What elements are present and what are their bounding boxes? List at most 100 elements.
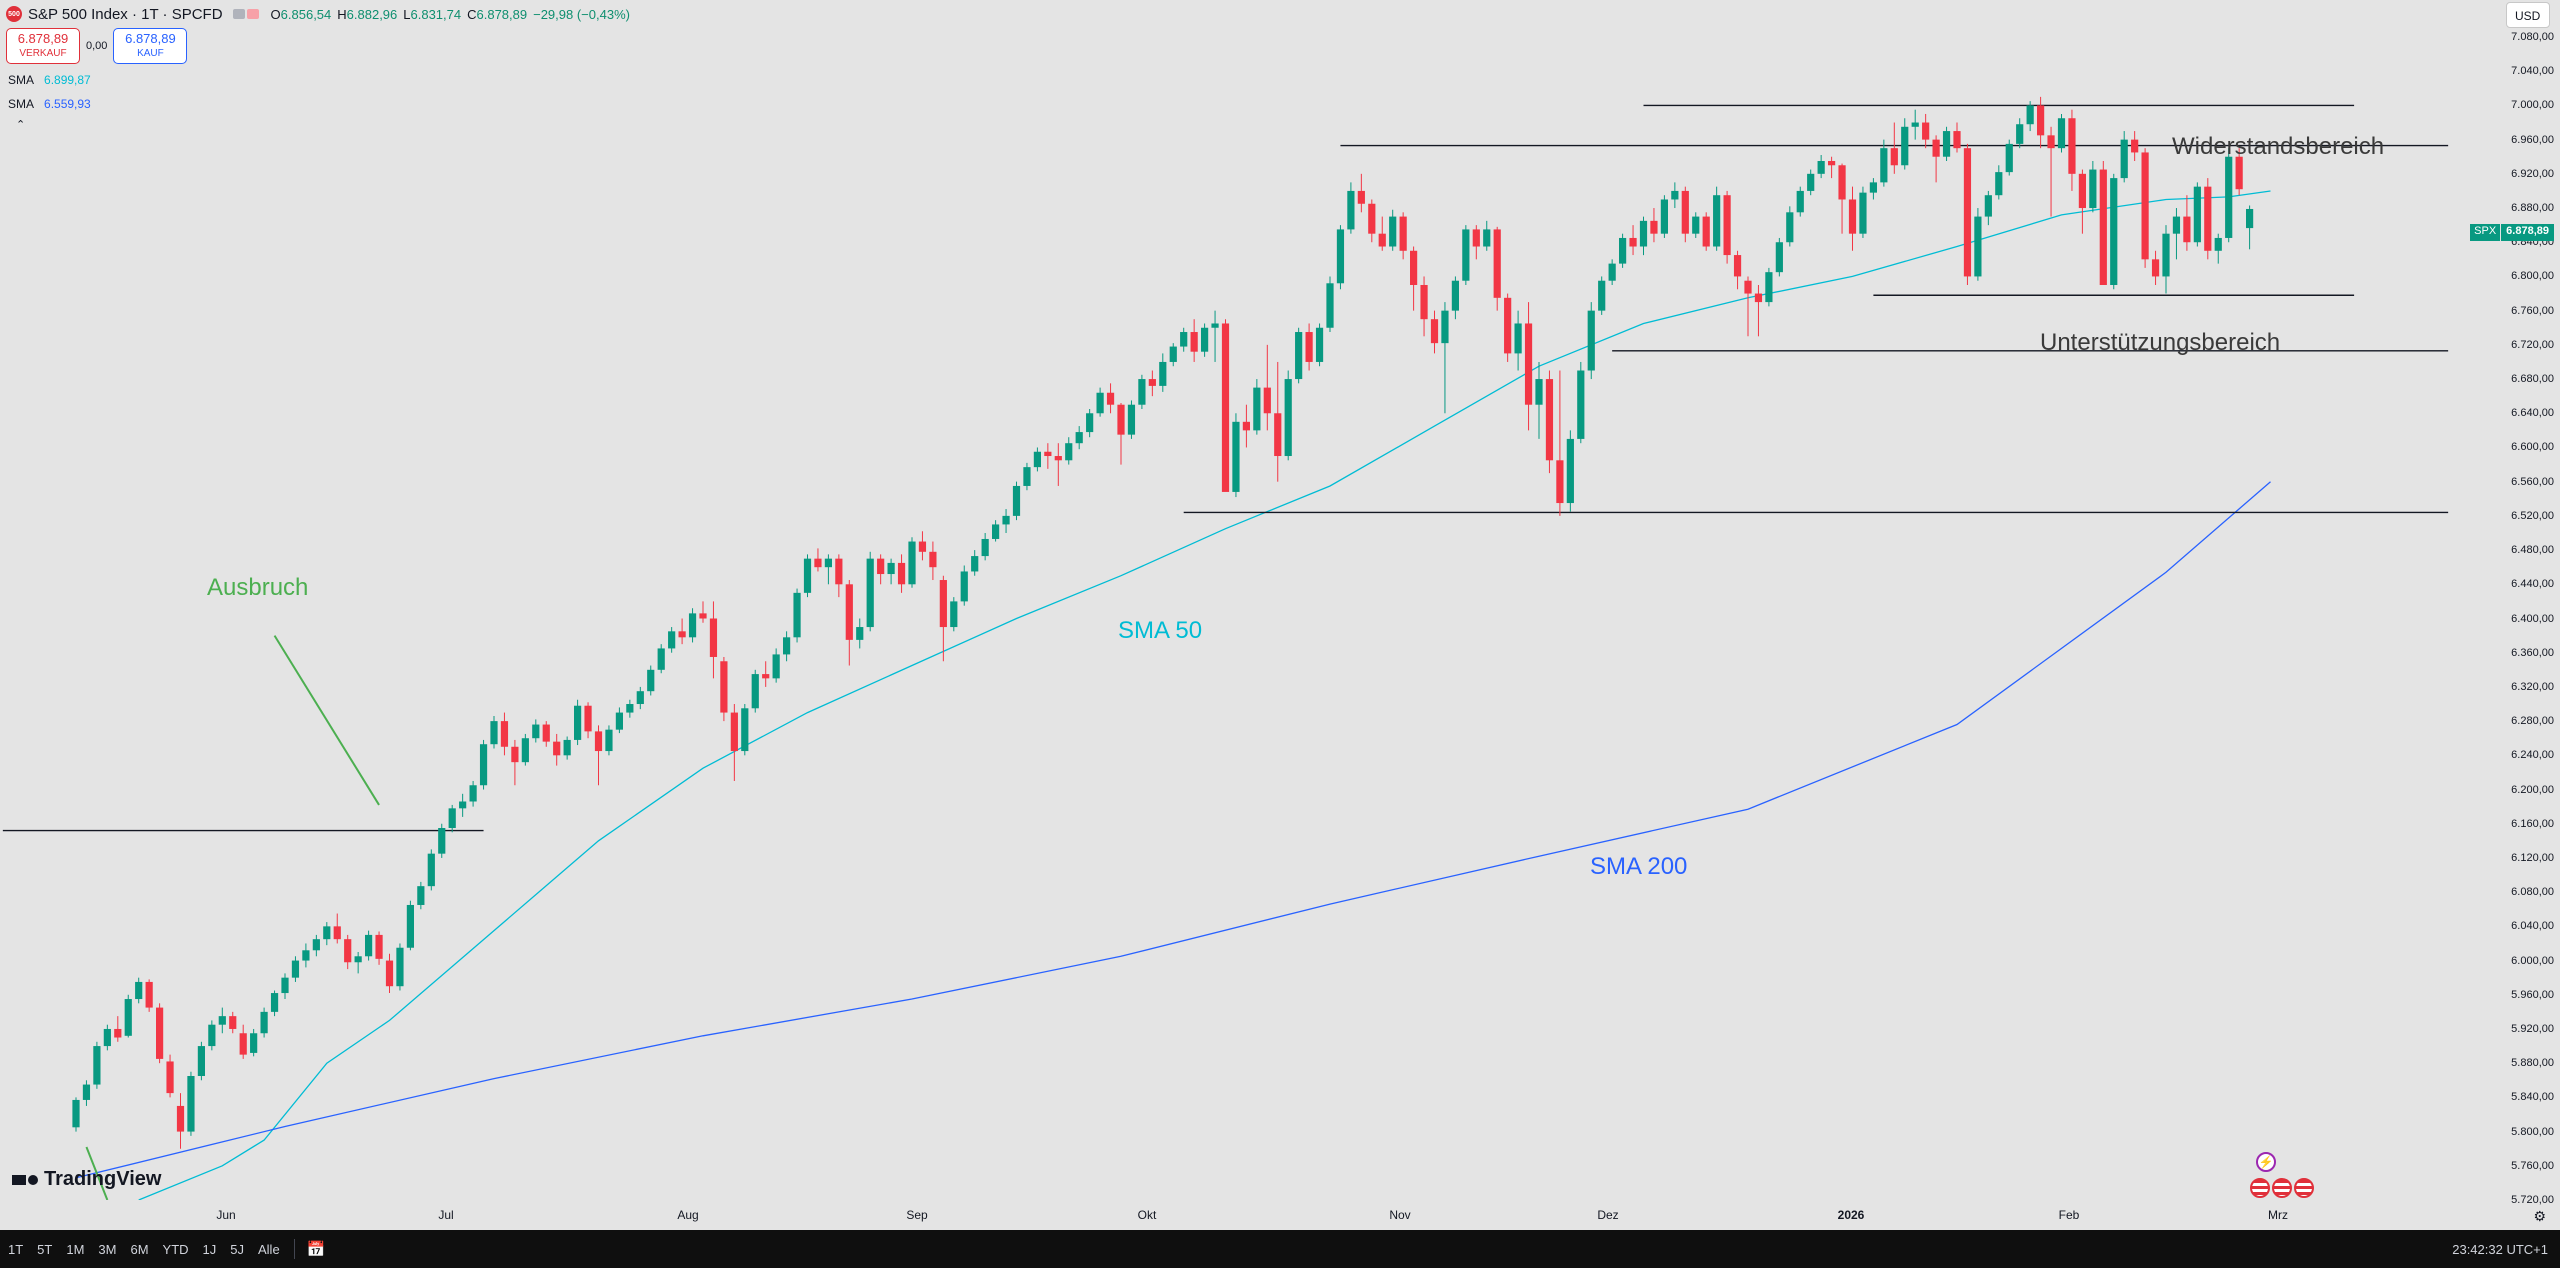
price-chart[interactable] bbox=[0, 0, 2500, 1200]
price-axis[interactable]: 7.080,00 7.040,00 7.000,00 6.960,00 6.920,00… bbox=[2496, 0, 2560, 1230]
trade-panel: 6.878,89 VERKAUF 0,00 6.878,89 KAUF bbox=[6, 28, 188, 64]
flash-event-icon[interactable]: ⚡ bbox=[2256, 1152, 2276, 1172]
timeframe-6m[interactable]: 6M bbox=[130, 1241, 149, 1257]
candle bbox=[971, 550, 979, 576]
candle bbox=[417, 881, 425, 910]
indicator-sma-50[interactable]: SMA 6.899,87 bbox=[8, 73, 91, 87]
candle bbox=[856, 618, 864, 649]
collapse-legend-icon[interactable]: ⌃ bbox=[16, 119, 26, 131]
buy-button[interactable]: 6.878,89 KAUF bbox=[113, 28, 188, 64]
sma50-annotation[interactable]: SMA 50 bbox=[1118, 617, 1203, 644]
us-flag-event-icon[interactable] bbox=[2294, 1178, 2314, 1198]
candle-body bbox=[1148, 379, 1156, 386]
candle bbox=[1775, 237, 1783, 277]
candle bbox=[563, 736, 571, 760]
sell-button[interactable]: 6.878,89 VERKAUF bbox=[6, 28, 80, 64]
candle bbox=[2151, 250, 2160, 285]
currency-selector[interactable]: USD bbox=[2506, 2, 2550, 28]
candle bbox=[1671, 182, 1679, 209]
candle-body bbox=[156, 1007, 164, 1059]
candle-body bbox=[1942, 131, 1951, 157]
timeframe-1j[interactable]: 1J bbox=[202, 1241, 217, 1257]
breakout-annotation[interactable]: Ausbruch bbox=[207, 574, 309, 601]
chart-settings-gear-icon[interactable]: ⚙ bbox=[2533, 1208, 2546, 1224]
candle-body bbox=[2078, 173, 2086, 209]
us-flag-event-icon[interactable] bbox=[2250, 1178, 2270, 1198]
candle bbox=[260, 1007, 268, 1038]
candle-body bbox=[1347, 190, 1355, 230]
candle bbox=[2214, 233, 2222, 264]
candle bbox=[1253, 379, 1261, 435]
candle-body bbox=[542, 724, 550, 742]
candle-body bbox=[563, 739, 571, 756]
candle-body bbox=[814, 558, 822, 568]
support-annotation[interactable]: Unterstützungsbereich bbox=[2040, 329, 2281, 356]
candle bbox=[783, 631, 791, 662]
candle bbox=[2016, 118, 2024, 149]
candle bbox=[176, 1093, 185, 1149]
candle bbox=[772, 648, 780, 683]
timeframe-1m[interactable]: 1M bbox=[66, 1241, 85, 1257]
candle-body bbox=[1483, 229, 1491, 247]
indicator-value: 6.559,93 bbox=[44, 97, 91, 111]
ohlc-key: C bbox=[467, 6, 477, 22]
us-flag-event-icon[interactable] bbox=[2272, 1178, 2292, 1198]
ohlc-change: −29,98 (−0,43%) bbox=[533, 6, 630, 22]
candle-body bbox=[709, 618, 718, 657]
clock[interactable]: 23:42:32 UTC+1 bbox=[2452, 1241, 2548, 1257]
candle bbox=[479, 739, 488, 790]
candle-body bbox=[427, 853, 435, 887]
ohlc-value: 6.856,54 bbox=[280, 6, 332, 22]
candle bbox=[1796, 186, 1804, 217]
timeframe-1t[interactable]: 1T bbox=[8, 1241, 24, 1257]
candle-body bbox=[1619, 237, 1627, 264]
candle-body bbox=[553, 741, 561, 756]
candle bbox=[1984, 190, 1992, 226]
sma200-annotation[interactable]: SMA 200 bbox=[1590, 853, 1688, 880]
candle bbox=[803, 554, 812, 598]
candle bbox=[1566, 430, 1574, 512]
timeframe-ytd[interactable]: YTD bbox=[162, 1241, 189, 1257]
resistance-annotation[interactable]: Widerstandsbereich bbox=[2172, 133, 2385, 160]
candle-body bbox=[1044, 451, 1052, 457]
candle-body bbox=[1117, 404, 1125, 435]
candle bbox=[1410, 246, 1418, 311]
candle-body bbox=[1671, 190, 1679, 200]
candle bbox=[1995, 165, 2003, 200]
time-tick-label: Jun bbox=[216, 1208, 236, 1222]
candle-body bbox=[1441, 310, 1449, 344]
candle-body bbox=[1838, 165, 1846, 200]
hide-legend-icon[interactable] bbox=[232, 9, 245, 19]
ohlc-key: H bbox=[337, 6, 347, 22]
candle-body bbox=[1911, 122, 1919, 127]
candle bbox=[521, 733, 529, 766]
candle-body bbox=[72, 1099, 80, 1128]
timeframe-5j[interactable]: 5J bbox=[230, 1241, 244, 1257]
candle-body bbox=[1932, 139, 1940, 157]
candle-body bbox=[312, 939, 320, 951]
symbol-header[interactable]: 500 S&P 500 Index · 1T · SPCFD O6.856,54… bbox=[6, 3, 630, 25]
time-tick-label: Aug bbox=[677, 1208, 699, 1222]
candle-body bbox=[469, 785, 477, 802]
candle-body bbox=[1901, 126, 1909, 166]
indicator-sma-200[interactable]: SMA 6.559,93 bbox=[8, 97, 91, 111]
timeframe-5t[interactable]: 5T bbox=[37, 1241, 53, 1257]
status-icon[interactable] bbox=[246, 9, 259, 19]
candle bbox=[2078, 169, 2086, 234]
timeframe-alle[interactable]: Alle bbox=[258, 1241, 280, 1257]
tradingview-logo-icon bbox=[12, 1174, 38, 1185]
candle-body bbox=[396, 947, 404, 987]
time-axis[interactable]: Jun Jul Aug Sep Okt Nov Dez 2026 Feb Mrz bbox=[0, 1200, 2500, 1230]
candle-body bbox=[1336, 229, 1345, 284]
candle bbox=[2204, 178, 2212, 260]
candle-body bbox=[1754, 293, 1763, 303]
candle bbox=[385, 953, 394, 994]
candle bbox=[229, 1011, 237, 1034]
timeframe-3m[interactable]: 3M bbox=[98, 1241, 117, 1257]
go-to-date-icon[interactable]: 📅 bbox=[306, 1241, 326, 1258]
symbol-title[interactable]: S&P 500 Index · 1T · SPCFD bbox=[28, 5, 223, 23]
candle-body bbox=[1242, 421, 1250, 431]
tradingview-logo[interactable]: TradingView bbox=[12, 1168, 161, 1191]
candle-body bbox=[2016, 124, 2024, 144]
candle bbox=[1660, 195, 1668, 238]
